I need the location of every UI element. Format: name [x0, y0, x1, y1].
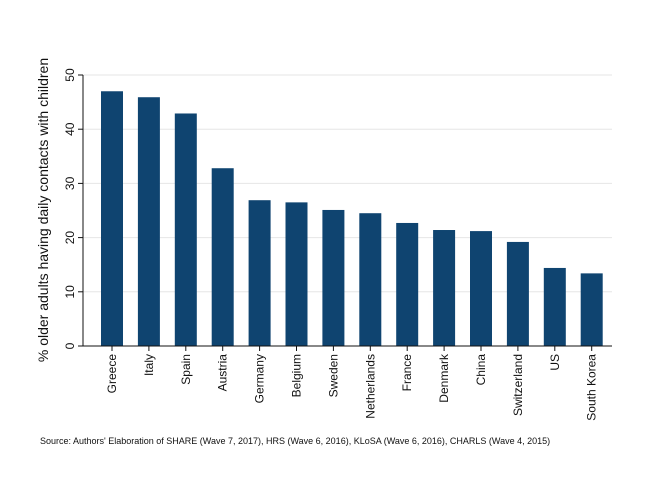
- y-tick-label: 10: [63, 285, 77, 299]
- x-tick-label: Netherlands: [363, 354, 377, 419]
- x-ticks: Greece Italy Spain Austria Germany Belgium Swe…: [105, 346, 599, 421]
- bar-belgium: [285, 202, 308, 346]
- bars: [101, 91, 603, 347]
- x-tick-label: Sweden: [326, 354, 340, 397]
- gridlines: [83, 74, 612, 293]
- x-tick-label: China: [474, 354, 488, 386]
- bar-netherlands: [359, 213, 382, 346]
- bar-switzerland: [506, 241, 529, 346]
- bar-us: [543, 267, 566, 346]
- bar-south-korea: [580, 273, 603, 346]
- x-tick-label: South Korea: [585, 354, 599, 421]
- x-tick-label: Spain: [179, 354, 193, 385]
- x-tick-label: Belgium: [290, 354, 304, 397]
- y-ticks: 0 10 20 30 40 50: [63, 68, 83, 349]
- y-axis-label: % older adults having daily contacts wit…: [35, 58, 51, 362]
- x-tick-label: Denmark: [437, 353, 451, 403]
- x-tick-label: Switzerland: [511, 354, 525, 416]
- bar-china: [470, 231, 492, 346]
- x-tick-label: France: [400, 354, 414, 392]
- y-tick-label: 50: [63, 68, 77, 82]
- x-tick-label: Austria: [216, 354, 230, 392]
- y-tick-label: 20: [63, 231, 77, 245]
- bar-germany: [248, 200, 271, 346]
- y-tick-label: 30: [63, 176, 77, 190]
- x-tick-label: Greece: [105, 354, 119, 394]
- bar-austria: [211, 168, 234, 346]
- bar-greece: [101, 91, 123, 346]
- x-tick-label: US: [548, 354, 562, 371]
- bar-italy: [137, 97, 160, 346]
- source-note: Source: Authors' Elaboration of SHARE (W…: [40, 436, 551, 446]
- bar-spain: [174, 113, 197, 347]
- y-tick-label: 0: [63, 342, 77, 349]
- bar-sweden: [322, 209, 345, 346]
- bar-denmark: [433, 230, 456, 346]
- y-tick-label: 40: [63, 122, 77, 136]
- bar-france: [396, 222, 419, 346]
- x-tick-label: Germany: [253, 354, 267, 403]
- x-tick-label: Italy: [142, 354, 156, 376]
